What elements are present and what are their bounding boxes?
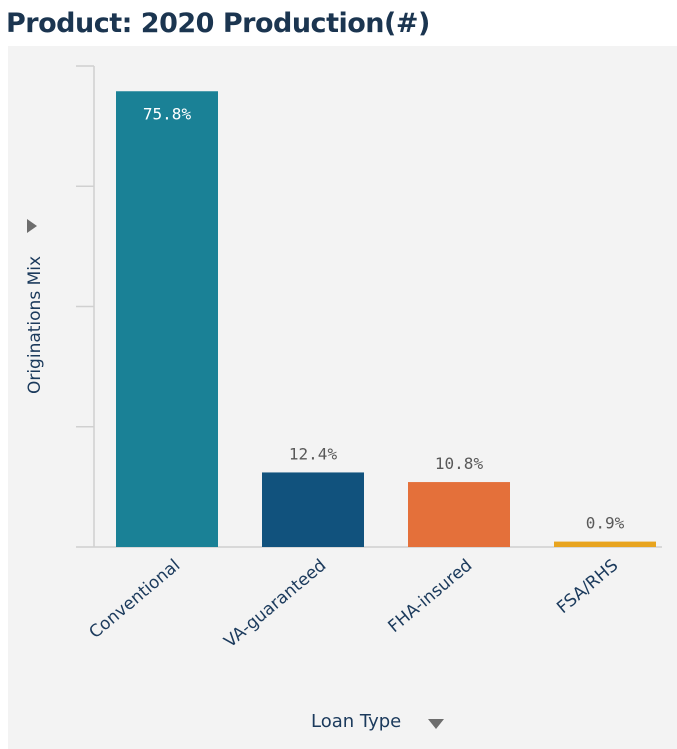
bar-fha-insured[interactable] bbox=[408, 482, 510, 547]
data-label: 75.8% bbox=[143, 104, 192, 123]
category-label: FHA-insured bbox=[384, 556, 476, 637]
x-axis-title[interactable]: Loan Type bbox=[311, 711, 402, 732]
bar-fsa-rhs[interactable] bbox=[554, 541, 656, 547]
data-label: 10.8% bbox=[435, 454, 484, 473]
bar-va-guaranteed[interactable] bbox=[262, 472, 364, 547]
category-label: Conventional bbox=[86, 556, 185, 643]
y-axis-title[interactable]: Originations Mix bbox=[25, 255, 45, 395]
chart-title: Product: 2020 Production(#) bbox=[6, 8, 430, 39]
data-label: 12.4% bbox=[289, 444, 338, 463]
caret-down-icon[interactable] bbox=[428, 719, 444, 729]
caret-right-icon[interactable] bbox=[27, 219, 37, 233]
category-label: FSA/RHS bbox=[553, 556, 622, 618]
category-label: VA-guaranteed bbox=[220, 556, 330, 653]
y-axis-title-container: Originations Mix bbox=[20, 230, 50, 420]
bar-conventional[interactable] bbox=[116, 91, 218, 547]
data-label: 0.9% bbox=[586, 514, 625, 533]
